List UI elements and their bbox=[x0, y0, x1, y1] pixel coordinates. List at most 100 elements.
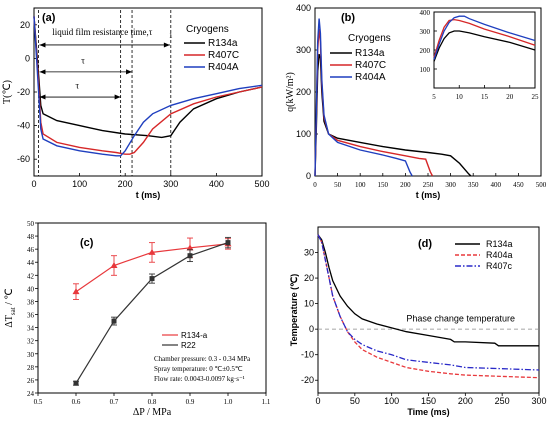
panel-b-xtick-label: 50 bbox=[334, 181, 342, 189]
inset-xtick-label: 25 bbox=[532, 93, 540, 101]
panel-a-ytick-label: -20 bbox=[17, 87, 30, 97]
x-axis-label: t (ms) bbox=[416, 190, 441, 200]
panel-b-xtick-label: 500 bbox=[536, 181, 547, 189]
panel-d-xtick-label: 0 bbox=[315, 396, 320, 406]
panel-d-xtick-label: 100 bbox=[384, 396, 399, 406]
y-axis-label: T(℃) bbox=[2, 80, 13, 104]
panel-c-ytick-label: 48 bbox=[27, 233, 35, 241]
x-axis-label: ΔP / MPa bbox=[133, 407, 172, 418]
panel-d-ytick-label: 20 bbox=[304, 273, 314, 283]
panel-c-ytick-label: 40 bbox=[27, 285, 35, 293]
inset-xtick-label: 15 bbox=[481, 93, 489, 101]
legend-entry: R134a bbox=[355, 48, 385, 59]
tau-arrowhead bbox=[126, 69, 133, 75]
panel-d-ytick-label: 30 bbox=[304, 248, 314, 258]
panel-c-ytick-label: 32 bbox=[27, 338, 35, 346]
panel-b-xtick-label: 400 bbox=[491, 181, 502, 189]
inset-xtick-label: 20 bbox=[506, 93, 514, 101]
panel-c-xtick-label: 1.0 bbox=[224, 398, 233, 406]
panel-c-xtick-label: 1.1 bbox=[262, 398, 271, 406]
panel-a-xtick-label: 300 bbox=[163, 179, 178, 189]
panel-c-ytick-label: 26 bbox=[27, 377, 35, 385]
data-point bbox=[111, 318, 117, 324]
panel-d-xtick-label: 150 bbox=[421, 396, 436, 406]
legend-entry: R407c bbox=[486, 261, 513, 271]
panel-a-xtick-label: 400 bbox=[209, 179, 224, 189]
legend-entry: R407C bbox=[355, 60, 386, 71]
panel-c-ytick-label: 38 bbox=[27, 298, 35, 306]
legend-entry: R407C bbox=[208, 50, 239, 61]
inset-xtick-label: 5 bbox=[432, 93, 436, 101]
panel-c-xtick-label: 0.7 bbox=[110, 398, 119, 406]
panel-b-xtick-label: 450 bbox=[513, 181, 524, 189]
tau-label: τ bbox=[81, 55, 85, 65]
x-axis-label: Time (ms) bbox=[407, 407, 449, 417]
data-point bbox=[225, 240, 231, 246]
panel-c: 0.5 0.6 0.7 0.8 0.9 1.0 1.1 24 26 28 30 32 34 36 38 40 4… bbox=[4, 220, 271, 418]
series-line-R407c bbox=[317, 234, 540, 371]
data-point bbox=[149, 276, 155, 282]
series-line-R134a bbox=[33, 16, 263, 139]
panel-a-ytick-label: 0 bbox=[25, 53, 30, 63]
panel-b-xtick-label: 0 bbox=[313, 181, 317, 189]
legend-entry: R22 bbox=[181, 341, 196, 350]
panel-a: 0 100 200 300 400 500 -60 -40 -20 0 20 liquid film … bbox=[2, 7, 270, 200]
y-axis-label: ΔTsat / ℃ bbox=[4, 288, 17, 327]
x-axis-label: t (ms) bbox=[136, 190, 161, 200]
series-line-R407C bbox=[33, 16, 263, 155]
panel-b-xtick-label: 350 bbox=[468, 181, 479, 189]
legend-entry: R404A bbox=[355, 72, 386, 83]
y-axis-label: Temperature (℃) bbox=[289, 274, 299, 346]
data-point bbox=[148, 248, 156, 255]
panel-label: (a) bbox=[42, 12, 56, 24]
panel-c-ytick-label: 50 bbox=[27, 220, 35, 228]
panel-b-xtick-label: 100 bbox=[355, 181, 366, 189]
inset-ytick-label: 300 bbox=[420, 28, 431, 36]
annotation-text: liquid film resistance time,τ bbox=[52, 27, 152, 37]
tau-arrowhead bbox=[39, 94, 46, 100]
tau-arrowhead bbox=[39, 69, 46, 75]
panel-b: 0 50 100 150 200 250 300 350 400 450 500 0 100 200 300… bbox=[285, 3, 547, 200]
legend-title: Cryogens bbox=[348, 33, 391, 44]
panel-c-ytick-label: 28 bbox=[27, 364, 35, 372]
series-line-R134a bbox=[317, 234, 539, 347]
panel-d-ytick-label: 0 bbox=[309, 324, 314, 334]
data-point bbox=[73, 380, 79, 386]
data-point bbox=[186, 244, 194, 251]
panel-a-xtick-label: 100 bbox=[72, 179, 87, 189]
panel-b-xtick-label: 250 bbox=[423, 181, 434, 189]
panel-b-xtick-label: 300 bbox=[445, 181, 456, 189]
data-point bbox=[110, 262, 118, 268]
panel-b-ytick-label: 300 bbox=[296, 45, 311, 55]
inset-series-line-R134a bbox=[433, 30, 536, 62]
panel-b-ytick-label: 0 bbox=[306, 171, 311, 181]
inset-ytick-label: 400 bbox=[420, 9, 431, 17]
panel-c-xtick-label: 0.5 bbox=[34, 398, 43, 406]
y-axis-label: q(kW/m²) bbox=[285, 72, 296, 112]
legend-entry: R404a bbox=[486, 250, 513, 260]
annotation-text: Phase change temperature bbox=[406, 313, 515, 323]
panel-c-ytick-label: 44 bbox=[27, 259, 35, 267]
panel-b-xtick-label: 200 bbox=[400, 181, 411, 189]
panel-b-ytick-label: 200 bbox=[296, 87, 311, 97]
panel-d-xtick-label: 50 bbox=[350, 396, 360, 406]
inset-ytick-label: 200 bbox=[420, 47, 431, 55]
panel-c-xtick-label: 0.6 bbox=[72, 398, 81, 406]
panel-b-ytick-label: 400 bbox=[296, 3, 311, 13]
data-point bbox=[187, 253, 193, 259]
panel-label: (d) bbox=[418, 238, 432, 250]
tau-arrowhead bbox=[114, 94, 121, 100]
panel-a-ytick-label: -60 bbox=[17, 154, 30, 164]
panel-c-ytick-label: 46 bbox=[27, 246, 35, 254]
panel-a-xtick-label: 0 bbox=[31, 179, 36, 189]
panel-a-xtick-label: 500 bbox=[254, 179, 269, 189]
panel-c-ytick-label: 36 bbox=[27, 312, 35, 320]
panel-a-ytick-label: -40 bbox=[17, 121, 30, 131]
series-line-R404A bbox=[33, 16, 263, 157]
data-point bbox=[72, 288, 80, 295]
annotation-arrowhead bbox=[39, 42, 46, 48]
panel-label: (b) bbox=[341, 12, 355, 24]
condition-text: Chamber pressure: 0.3 - 0.34 MPa bbox=[154, 355, 251, 363]
panel-a-xtick-label: 200 bbox=[118, 179, 133, 189]
panel-a-ytick-label: 20 bbox=[20, 20, 30, 30]
